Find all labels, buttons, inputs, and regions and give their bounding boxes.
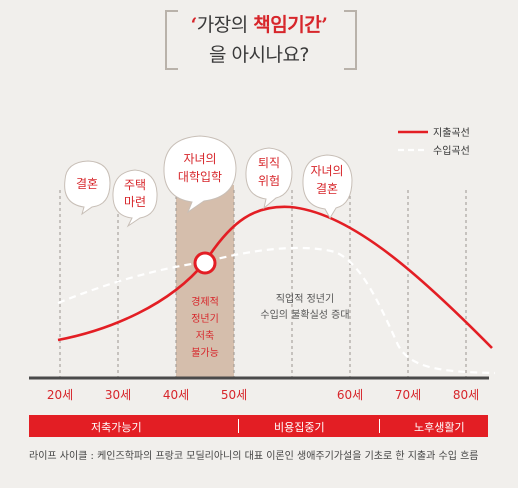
age-guides xyxy=(59,190,467,378)
age-label-80: 80세 xyxy=(453,388,479,402)
highlight-note-3: 불가능 xyxy=(191,347,219,359)
event-bubble-marriage: 결혼 xyxy=(64,160,111,216)
stage-separator-2 xyxy=(379,419,380,433)
event-bubble-child-marriage: 자녀의 결혼 xyxy=(302,154,353,219)
age-label-40: 40세 xyxy=(163,388,189,402)
title-quote-open: ‘ xyxy=(190,14,198,36)
event-bubble-college: 자녀의 대학입학 xyxy=(163,135,237,214)
diagram-canvas: 결혼 주택 마련 자녀의 대학입학 퇴직 위험 자녀의 결혼 경제적 정년기 저… xyxy=(29,127,496,402)
age-labels: 20세 30세 40세 50세 60세 70세 80세 xyxy=(47,388,479,402)
legend-expense-label: 지출곡선 xyxy=(433,127,470,139)
title-bracket-left xyxy=(165,10,178,70)
expense-curve xyxy=(57,205,493,349)
event-text-2-1: 대학입학 xyxy=(178,170,222,184)
stage-separator-1 xyxy=(238,419,239,433)
title-prefix: 가장의 xyxy=(196,14,254,36)
highlight-note-2: 저축 xyxy=(196,330,214,342)
legend-income-label: 수입곡선 xyxy=(433,144,470,157)
event-text-1-1: 마련 xyxy=(124,195,146,209)
highlight-note: 경제적 정년기 저축 불가능 xyxy=(191,295,219,359)
event-text-1-0: 주택 xyxy=(124,178,146,192)
title-quote-close: ’ xyxy=(321,14,328,36)
event-text-4-0: 자녀의 xyxy=(310,164,343,178)
title-block: ‘가장의 책임기간’ 을 아시나요? xyxy=(0,0,518,80)
event-text-0-0: 결혼 xyxy=(76,177,98,191)
highlight-note-0: 경제적 xyxy=(191,295,219,308)
age-label-20: 20세 xyxy=(47,388,73,402)
stage-label-retirement: 노후생활기 xyxy=(414,421,465,434)
stage-label-saving: 저축가능기 xyxy=(91,421,142,434)
caption: 라이프 사이클 : 케인즈학파의 프랑코 모딜리아니의 대표 이론인 생애주기가… xyxy=(29,451,479,462)
title-line-1: ‘가장의 책임기간’ xyxy=(0,10,518,37)
plateau-note-0: 직업적 정년기 xyxy=(276,292,334,305)
title-highlight: 책임기간 xyxy=(253,14,322,36)
age-label-70: 70세 xyxy=(395,388,421,402)
title-line-2: 을 아시나요? xyxy=(208,44,310,66)
age-label-60: 60세 xyxy=(337,388,363,402)
event-bubble-house: 주택 마련 xyxy=(112,169,158,228)
event-text-3-0: 퇴직 xyxy=(258,156,280,170)
plateau-note: 직업적 정년기 수입의 불확실성 증대 xyxy=(260,292,349,321)
stage-label-spending: 비용집중기 xyxy=(274,421,325,434)
event-text-3-1: 위험 xyxy=(258,174,280,188)
event-text-2-0: 자녀의 xyxy=(183,152,216,166)
intersection-marker xyxy=(193,251,217,275)
age-label-50: 50세 xyxy=(221,388,247,402)
highlight-note-1: 정년기 xyxy=(191,313,219,325)
event-text-4-1: 결혼 xyxy=(316,182,338,196)
life-stage-band: 저축가능기 비용집중기 노후생활기 xyxy=(29,415,488,437)
event-bubble-retirement: 퇴직 위험 xyxy=(245,147,293,210)
income-curve xyxy=(57,246,496,375)
title-bracket-right xyxy=(344,10,357,70)
plateau-note-1: 수입의 불확실성 증대 xyxy=(260,308,349,321)
age-label-30: 30세 xyxy=(105,388,131,402)
legend: 지출곡선 수입곡선 xyxy=(398,127,470,157)
